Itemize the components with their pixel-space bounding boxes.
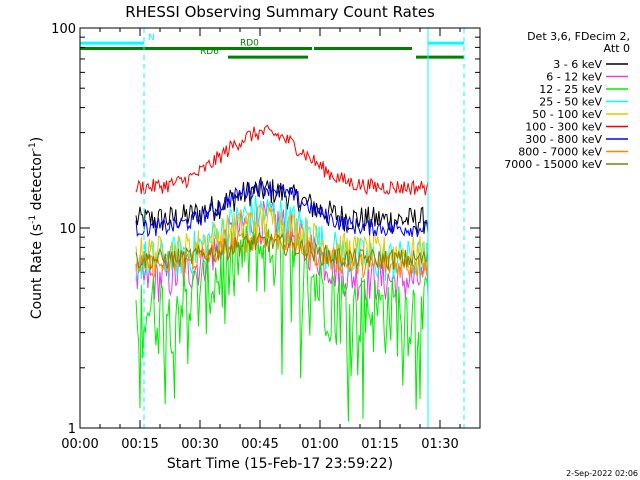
x-axis: 00:00 00:15 00:30 00:45 01:00 01:15 01:30 xyxy=(61,28,481,452)
legend-header-line-2: Att 0 xyxy=(604,42,630,55)
series-line-3 xyxy=(135,195,429,281)
status-bar-label-1: RD0 xyxy=(240,38,259,48)
series-line-7 xyxy=(135,228,429,280)
status-bar-label-0: N xyxy=(148,33,155,43)
legend-label-5: 100 - 300 keV xyxy=(525,121,602,134)
series-layer xyxy=(135,124,429,422)
y-axis: 1 10 100 xyxy=(51,22,480,437)
series-line-4 xyxy=(135,203,429,273)
y-axis-label-main: Count Rate (s xyxy=(29,224,45,319)
x-tick-label-6: 01:30 xyxy=(421,437,458,452)
status-bars: N RD0 RD6 xyxy=(80,33,464,59)
footer-date: 2-Sep-2022 02:06 xyxy=(566,469,638,478)
legend-label-1: 6 - 12 keV xyxy=(546,71,602,84)
boundary-lines xyxy=(79,28,465,428)
legend-label-8: 7000 - 15000 keV xyxy=(504,158,602,171)
x-tick-label-3: 00:45 xyxy=(241,437,278,452)
status-bar-label-2: RD6 xyxy=(200,47,219,57)
series-line-0 xyxy=(135,177,429,234)
chart-title: RHESSI Observing Summary Count Rates xyxy=(125,3,435,21)
x-axis-label: Start Time (15-Feb-17 23:59:22) xyxy=(167,456,393,472)
legend-label-2: 12 - 25 keV xyxy=(539,83,602,96)
series-line-5 xyxy=(135,124,429,196)
y-tick-label-1: 10 xyxy=(59,222,76,237)
series-line-8 xyxy=(135,230,429,272)
legend-label-7: 800 - 7000 keV xyxy=(518,146,602,159)
y-tick-label-0: 1 xyxy=(68,422,76,437)
y-axis-label-mid: detector xyxy=(29,151,45,215)
y-axis-label-sup2: -1 xyxy=(28,142,38,151)
x-tick-label-1: 00:15 xyxy=(121,437,158,452)
series-line-6 xyxy=(135,179,429,238)
legend-label-4: 50 - 100 keV xyxy=(532,108,602,121)
x-tick-label-0: 00:00 xyxy=(61,437,98,452)
x-tick-label-5: 01:15 xyxy=(361,437,398,452)
x-tick-label-2: 00:30 xyxy=(181,437,218,452)
legend-label-0: 3 - 6 keV xyxy=(553,58,602,71)
y-axis-label: Count Rate (s-1 detector-1) xyxy=(28,137,45,319)
y-tick-label-2: 100 xyxy=(51,22,76,37)
legend-label-6: 300 - 800 keV xyxy=(525,133,602,146)
y-axis-label-end: ) xyxy=(29,137,45,142)
legend-label-3: 25 - 50 keV xyxy=(539,96,602,109)
legend-header-line-1: Det 3,6, FDecim 2, xyxy=(527,30,630,43)
y-axis-label-sup1: -1 xyxy=(28,215,38,224)
series-line-2 xyxy=(135,220,429,422)
x-tick-label-4: 01:00 xyxy=(301,437,338,452)
